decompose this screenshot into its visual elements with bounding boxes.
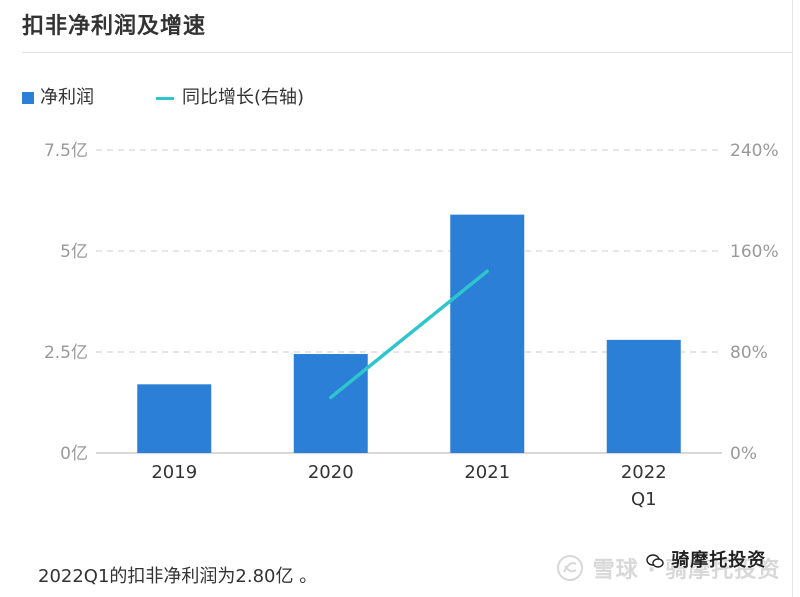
chart-plot: 0亿 2.5亿 5亿 7.5亿 0% 80% 160% 240% 2019 2020 2021 202… bbox=[44, 141, 779, 510]
y-left-tick-label: 2.5亿 bbox=[44, 343, 88, 363]
y-right-tick-label: 160% bbox=[730, 242, 779, 262]
legend-label-net-profit: 净利润 bbox=[40, 87, 94, 108]
x-tick-label: 2021 bbox=[464, 462, 510, 483]
y-right-tick-label: 0% bbox=[730, 444, 757, 464]
bar-2021 bbox=[450, 214, 525, 453]
x-tick-label: 2022 bbox=[621, 462, 667, 483]
x-tick-label: 2020 bbox=[308, 462, 354, 483]
watermark-badge-text: 骑摩托投资 bbox=[671, 550, 767, 571]
watermark-badge: 骑摩托投资 bbox=[646, 546, 766, 572]
bar-2022-Q1 bbox=[606, 339, 681, 453]
yoy-growth-line bbox=[329, 269, 489, 400]
x-tick-label: 2019 bbox=[151, 462, 197, 483]
y-left-tick-label: 5亿 bbox=[60, 242, 88, 262]
y-left-tick-label: 0亿 bbox=[60, 444, 88, 464]
x-tick-label: Q1 bbox=[631, 489, 657, 510]
title-divider bbox=[22, 52, 792, 53]
legend-swatch-net-profit bbox=[22, 92, 34, 104]
footer-summary: 2022Q1的扣非净利润为2.80亿 。 bbox=[38, 566, 318, 587]
bar-2020 bbox=[293, 354, 368, 453]
watermark-text: 雪球 · 骑摩托投资 bbox=[592, 558, 781, 583]
bar-2019 bbox=[137, 384, 212, 453]
y-right-tick-label: 80% bbox=[730, 343, 768, 363]
y-left-tick-label: 7.5亿 bbox=[44, 141, 88, 161]
legend-swatch-yoy-growth bbox=[156, 97, 174, 100]
wechat-icon bbox=[646, 554, 664, 568]
legend-label-yoy-growth: 同比增长(右轴) bbox=[182, 87, 305, 108]
card-title: 扣非净利润及增速 bbox=[22, 14, 207, 39]
y-right-tick-label: 240% bbox=[730, 141, 779, 161]
snowball-logo-icon bbox=[557, 555, 583, 581]
watermark: 雪球 · 骑摩托投资 骑摩托投资 bbox=[556, 550, 781, 588]
